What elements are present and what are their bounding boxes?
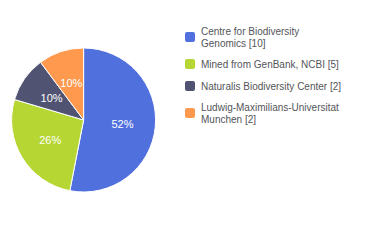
svg-text:26%: 26% <box>39 134 61 146</box>
svg-text:Genomics [10]: Genomics [10] <box>201 38 266 49</box>
svg-text:Ludwig-Maximilians-Universitat: Ludwig-Maximilians-Universitat <box>201 102 339 113</box>
svg-text:10%: 10% <box>60 77 82 89</box>
svg-text:Centre for Biodiversity: Centre for Biodiversity <box>201 26 299 37</box>
svg-text:52%: 52% <box>111 118 133 130</box>
svg-text:Munchen [2]: Munchen [2] <box>201 114 256 125</box>
svg-text:Mined from GenBank, NCBI [5]: Mined from GenBank, NCBI [5] <box>201 59 339 70</box>
svg-text:Naturalis Biodiversity Center: Naturalis Biodiversity Center [2] <box>201 81 341 92</box>
svg-text:10%: 10% <box>41 92 63 104</box>
